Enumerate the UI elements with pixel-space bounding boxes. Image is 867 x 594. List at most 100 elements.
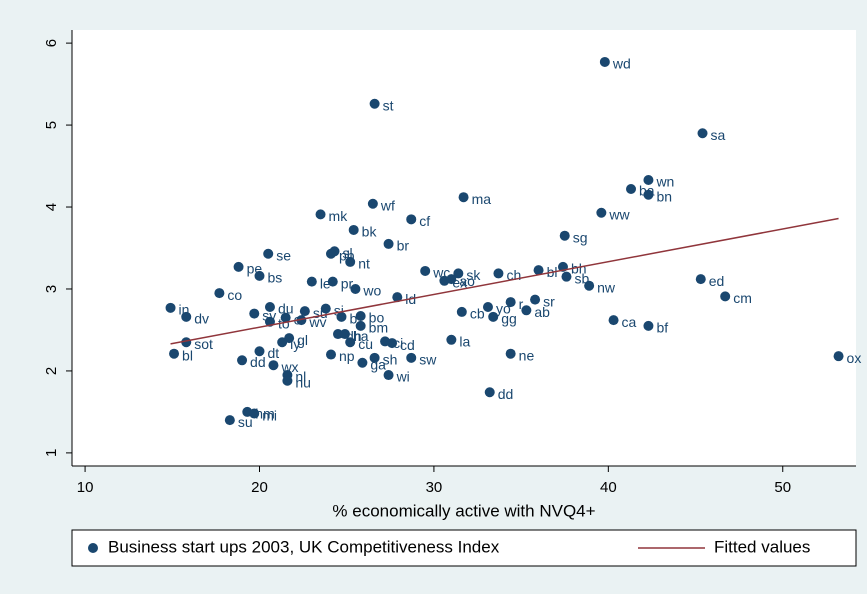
point-label: sw (419, 352, 437, 368)
plot-area (72, 30, 856, 466)
y-tick-label: 3 (43, 285, 60, 293)
point (392, 292, 403, 303)
point-label: bl (182, 347, 193, 363)
point (608, 315, 619, 326)
point (559, 230, 570, 241)
point-label: ga (370, 356, 386, 372)
point (521, 305, 532, 316)
point (488, 311, 499, 322)
point-label: co (227, 287, 242, 303)
point (599, 56, 610, 67)
point (326, 248, 337, 259)
point (357, 357, 368, 368)
point (406, 352, 417, 363)
x-tick-label: 50 (774, 479, 791, 496)
point (643, 320, 654, 331)
point-label: ly (290, 336, 300, 352)
point (327, 276, 338, 287)
legend-label: Fitted values (714, 537, 810, 556)
point-label: sh (383, 352, 398, 368)
point-label: bm (369, 320, 388, 336)
point-label: wf (380, 197, 395, 213)
point (249, 308, 260, 319)
point-label: ma (472, 191, 492, 207)
point (697, 128, 708, 139)
point (224, 415, 235, 426)
point (355, 311, 366, 322)
point (299, 306, 310, 317)
legend (71, 529, 857, 567)
point-label: dv (194, 311, 209, 327)
point (383, 370, 394, 381)
point (584, 280, 595, 291)
point-label: cm (733, 290, 752, 306)
point (720, 291, 731, 302)
point (505, 348, 516, 359)
point-label: gl (297, 332, 308, 348)
point-label: sot (194, 336, 213, 352)
point-label: dd (498, 386, 514, 402)
point (383, 238, 394, 249)
point (254, 346, 265, 357)
point (336, 311, 347, 322)
point (268, 360, 279, 371)
point-label: in (179, 302, 190, 318)
point (505, 297, 516, 308)
point (315, 209, 326, 220)
point-label: yo (496, 301, 511, 317)
point-label: su (238, 414, 253, 430)
point (350, 283, 361, 294)
point (493, 268, 504, 279)
point (254, 270, 265, 281)
point-label: bn (656, 188, 672, 204)
point-label: le (320, 275, 331, 291)
point (320, 303, 331, 314)
point-label: bf (656, 320, 668, 336)
x-tick-label: 40 (600, 479, 617, 496)
point-label: ox (847, 350, 862, 366)
point-label: bs (267, 270, 282, 286)
y-tick-label: 5 (43, 121, 60, 129)
point (643, 174, 654, 185)
point (339, 329, 350, 340)
point (181, 311, 192, 322)
point (446, 274, 457, 285)
point-label: wn (655, 174, 674, 190)
point (456, 306, 467, 317)
x-tick-label: 30 (426, 479, 443, 496)
point (446, 334, 457, 345)
point (833, 351, 844, 362)
point (596, 207, 607, 218)
point (264, 302, 275, 313)
point (345, 337, 356, 348)
point (406, 214, 417, 225)
point-label: br (397, 238, 410, 254)
point-label: dt (267, 345, 279, 361)
point-label: sg (573, 229, 588, 245)
point (530, 294, 541, 305)
point-label: nt (358, 256, 370, 272)
point (369, 352, 380, 363)
point-label: dd (250, 354, 266, 370)
point (296, 315, 307, 326)
point-label: ao (459, 273, 475, 289)
point-label: nl (295, 369, 306, 385)
x-tick-label: 10 (77, 479, 94, 496)
point (165, 302, 176, 313)
point-label: ed (709, 273, 725, 289)
point-label: cf (419, 213, 430, 229)
point (643, 189, 654, 200)
point (380, 336, 391, 347)
x-axis-title: % economically active with NVQ4+ (332, 501, 595, 520)
point-label: sr (543, 293, 555, 309)
point-label: ha (353, 328, 369, 344)
point (482, 302, 493, 313)
point (355, 320, 366, 331)
point (484, 387, 495, 398)
point (420, 265, 431, 276)
point (214, 288, 225, 299)
point-label: la (459, 333, 470, 349)
legend-marker (88, 543, 98, 553)
point (332, 329, 343, 340)
